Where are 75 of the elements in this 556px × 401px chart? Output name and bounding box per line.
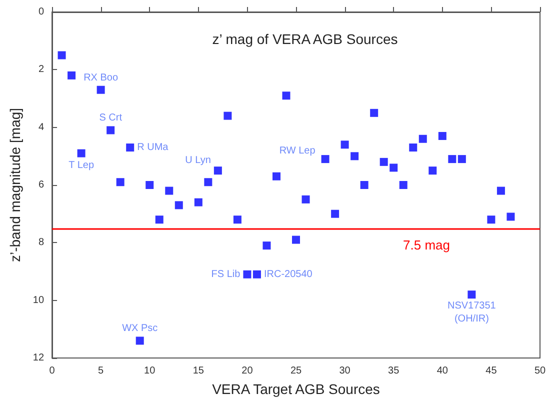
- point: [340, 140, 349, 149]
- y-tick-label: 0: [38, 6, 44, 18]
- point: [126, 144, 134, 152]
- point: [380, 158, 388, 166]
- point: [165, 186, 174, 195]
- x-tick-label: 10: [144, 366, 156, 376]
- point: [409, 144, 418, 152]
- x-tick-label: 35: [388, 366, 400, 376]
- x-tick-label: 30: [339, 366, 351, 376]
- x-tick-label: 0: [49, 366, 56, 376]
- y-tick-label: 12: [32, 352, 44, 364]
- point: [204, 178, 212, 186]
- point: [58, 51, 66, 60]
- annotation: WX Psc: [122, 323, 158, 334]
- annotation: T Lep: [68, 160, 94, 171]
- annotation: S Crt: [99, 112, 122, 124]
- point: [438, 132, 446, 140]
- annotation: NSV17351 (OH/IR): [447, 300, 496, 325]
- annotation: FS Lib: [211, 268, 241, 280]
- point: [428, 166, 437, 175]
- x-tick-label: 50: [534, 366, 546, 376]
- x-tick-label: 45: [486, 366, 498, 376]
- y-tick-label: 2: [38, 64, 44, 76]
- point: [106, 126, 115, 134]
- annotation: RX Boo: [84, 72, 118, 84]
- point: [468, 290, 476, 299]
- point: [321, 155, 330, 164]
- x-tick-label: 40: [436, 366, 448, 376]
- y-tick-label: 4: [38, 122, 44, 133]
- point: [174, 201, 183, 210]
- point: [390, 164, 398, 172]
- point: [350, 152, 359, 160]
- x-tick-label: 15: [192, 366, 204, 376]
- point: [77, 149, 86, 158]
- ref-line-label: 7.5 mag: [403, 237, 450, 252]
- point: [458, 155, 466, 164]
- point: [194, 198, 202, 206]
- annotation: RW Lep: [279, 146, 316, 157]
- point: [233, 216, 242, 224]
- x-tick-label: 20: [242, 366, 254, 376]
- point: [302, 195, 310, 204]
- y-tick-label: 6: [38, 180, 44, 190]
- x-axis-title: VERA Target AGB Sources: [212, 381, 380, 397]
- point: [506, 212, 515, 221]
- point: [68, 71, 76, 80]
- point: [272, 172, 280, 180]
- x-tick-label: 25: [290, 366, 302, 376]
- x-tick-label: 5: [98, 366, 104, 376]
- point: [370, 108, 378, 117]
- y-tick-label: 8: [38, 237, 44, 248]
- annotation: U Lyn: [185, 155, 211, 166]
- y-tick-label: 10: [32, 294, 44, 306]
- point: [418, 134, 427, 143]
- point: [146, 181, 154, 189]
- annotation: R UMa: [137, 142, 169, 154]
- point: [496, 186, 505, 195]
- point: [243, 270, 252, 278]
- point: [399, 181, 408, 189]
- point: [252, 270, 261, 278]
- point: [282, 92, 290, 100]
- point: [116, 178, 124, 186]
- point: [448, 155, 456, 164]
- annotation: IRC-20540: [264, 268, 313, 280]
- point: [487, 216, 496, 224]
- point: [214, 166, 222, 175]
- text: z’ mag of VERA AGB Sources: [212, 31, 398, 47]
- point: [136, 336, 144, 345]
- point: [155, 216, 164, 224]
- point: [262, 242, 271, 250]
- point: [331, 210, 340, 218]
- point: [360, 181, 368, 189]
- y-axis-title: z’-band magnitude [mag]: [7, 108, 23, 262]
- point: [96, 86, 105, 94]
- point: [292, 236, 300, 244]
- point: [224, 112, 232, 120]
